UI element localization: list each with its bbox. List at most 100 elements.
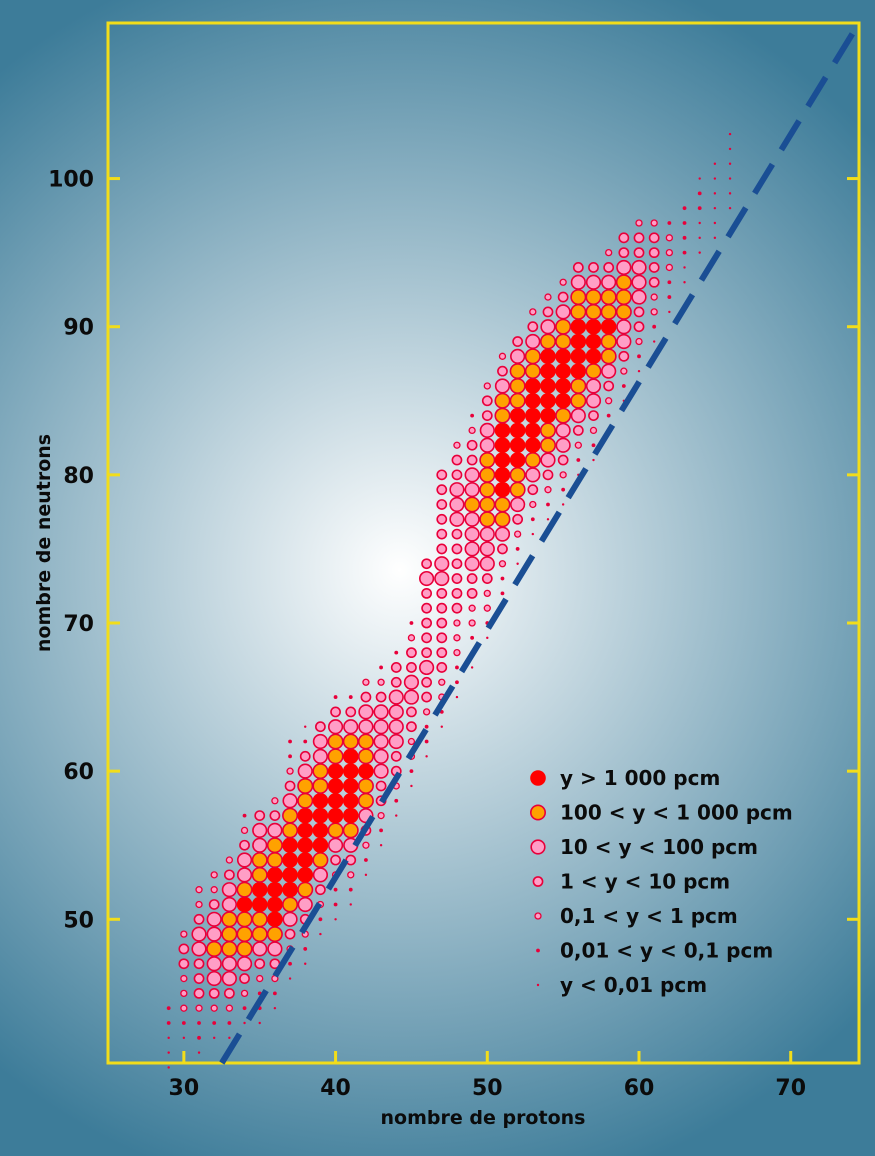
yield-point [297,792,314,809]
yield-point [312,748,329,764]
yield-point [327,763,344,779]
yield-point [631,259,647,276]
yield-point [312,763,329,780]
yield-point [297,881,314,898]
yield-point [455,665,459,670]
yield-point [555,333,572,350]
yield-point [561,503,565,506]
yield-point [668,310,671,314]
yield-point [529,500,537,509]
yield-point [479,496,496,513]
yield-point [251,881,268,898]
y-tick-label: 80 [63,464,94,489]
yield-point [282,881,298,898]
yield-point [288,754,292,759]
yield-point [600,289,617,306]
yield-point [377,678,385,686]
yield-point [282,822,299,839]
yield-point [297,867,314,883]
yield-point [282,852,298,868]
yield-point [620,367,628,375]
yield-point [334,918,337,921]
yield-point [539,437,556,454]
yield-point [497,543,508,555]
yield-point [406,721,417,733]
yield-point [665,263,674,272]
legend-entry: 10 < y < 100 pcm [530,835,758,859]
yield-point [312,822,329,839]
yield-point [421,676,433,688]
yield-point [648,276,660,288]
yield-point [180,974,188,983]
yield-point [648,232,660,244]
yield-point [451,602,463,614]
yield-point [327,733,344,750]
yield-point [395,814,398,817]
yield-point [557,291,569,303]
yield-point [282,896,299,913]
yield-point [182,1036,186,1040]
yield-point [375,780,387,792]
yield-point [600,348,617,365]
yield-point [166,1021,171,1025]
yield-point [713,192,717,195]
yield-point [273,1006,277,1010]
yield-point [615,303,632,320]
yield-point [312,807,329,824]
yield-point [342,733,359,750]
yield-point [266,837,283,854]
yield-point [251,852,268,869]
yield-point [449,511,465,527]
yield-point [242,1006,247,1011]
yield-point [635,337,643,346]
x-tick-label: 30 [169,1076,200,1101]
yield-point [357,733,374,750]
yield-point [436,662,448,673]
x-axis-title: nombre de protons [381,1107,586,1129]
yield-point [698,236,701,240]
yield-point [509,407,526,424]
legend-label: 0,1 < y < 1 pcm [560,904,738,928]
yield-point [486,636,489,640]
yield-point [539,422,556,439]
yield-point [601,274,617,290]
yield-point [342,822,359,839]
yield-point [312,867,329,883]
yield-point [221,970,237,987]
yield-point [570,289,587,306]
yield-point [524,363,541,380]
yield-point [394,650,399,655]
yield-point [267,896,283,913]
yield-point [470,666,474,669]
yield-point [379,828,383,833]
yield-point [615,274,632,291]
yield-point [466,439,478,451]
yield-point [509,377,526,394]
yield-point [193,913,205,925]
yield-point [464,541,480,557]
legend-label: 100 < y < 1 000 pcm [560,801,793,825]
yield-point [297,822,314,839]
yield-point [500,576,505,581]
yield-point [288,961,292,966]
yield-point [180,1004,188,1012]
yield-point [167,1051,170,1054]
yield-point [540,319,556,335]
yield-point [210,871,218,879]
yield-point [603,380,615,392]
yield-point [421,617,433,629]
yield-point [618,232,630,244]
x-axis-ticks: 30 40 50 60 70 [169,1051,806,1101]
y-axis-title: nombre de neutrons [33,434,55,652]
yield-point [713,206,717,210]
yield-point [544,486,552,494]
yield-point [524,348,541,365]
yield-point [466,587,478,599]
yield-point [225,1004,234,1012]
yield-point [436,484,448,496]
yield-point [312,777,329,794]
yield-point [403,689,420,705]
x-tick-label: 70 [775,1076,806,1101]
yield-point [449,496,465,513]
yield-point [195,1004,203,1012]
